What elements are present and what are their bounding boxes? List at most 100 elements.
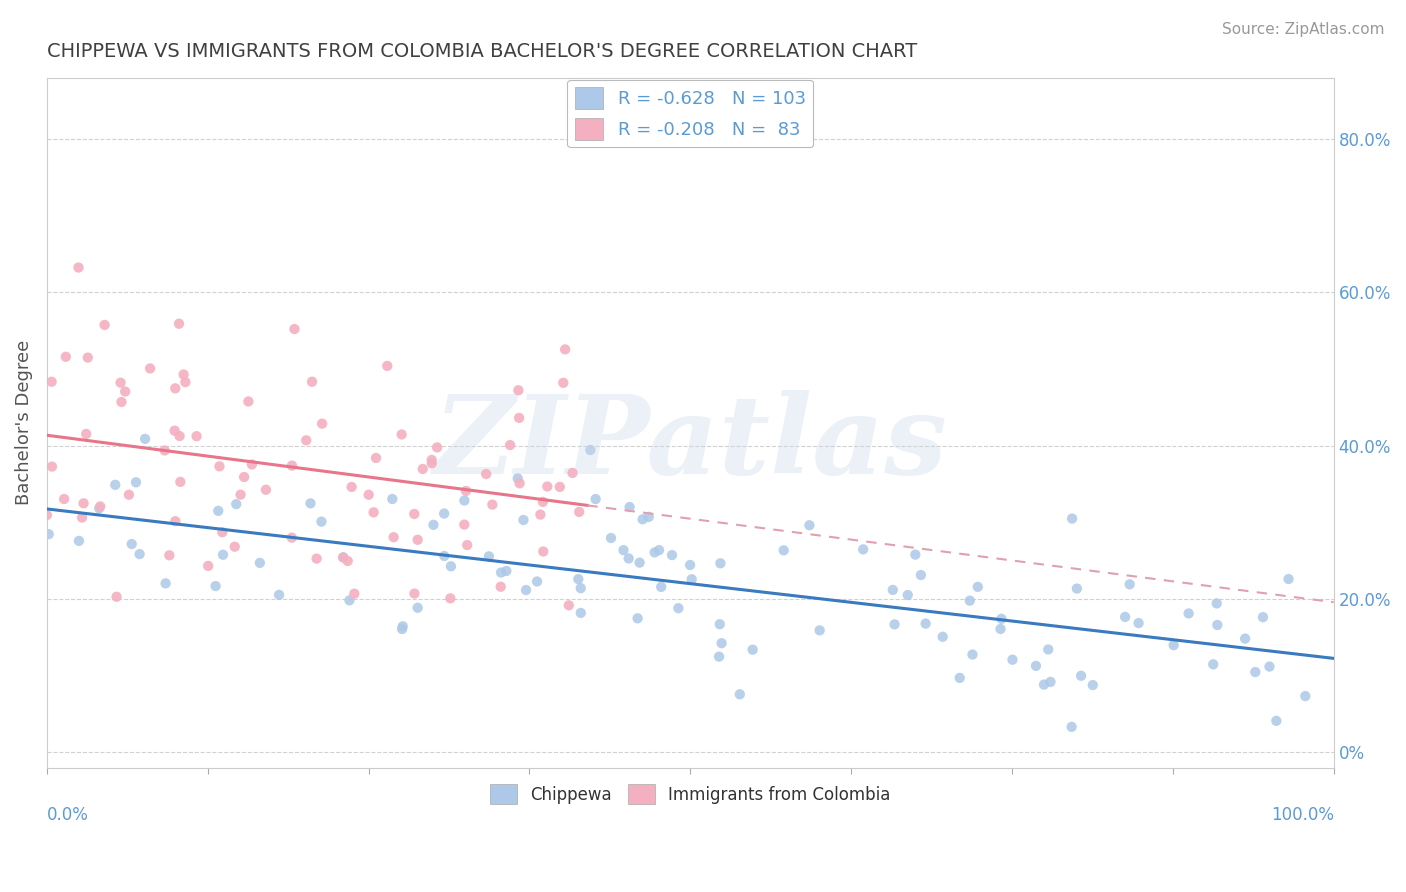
Point: [339, 593, 361, 607]
Point: [233, 470, 256, 484]
Point: [1118, 577, 1140, 591]
Point: [75, 426, 97, 441]
Point: [128, 547, 150, 561]
Point: [343, 587, 366, 601]
Point: [336, 554, 359, 568]
Point: [506, 471, 529, 485]
Point: [637, 509, 659, 524]
Point: [404, 507, 426, 521]
Point: [741, 642, 763, 657]
Point: [617, 551, 640, 566]
Point: [118, 488, 141, 502]
Point: [508, 384, 530, 398]
Point: [197, 558, 219, 573]
Point: [568, 505, 591, 519]
Point: [169, 429, 191, 443]
Point: [382, 530, 405, 544]
Point: [949, 671, 972, 685]
Point: [600, 531, 623, 545]
Point: [454, 483, 477, 498]
Point: [1244, 665, 1267, 679]
Point: [35, 508, 58, 522]
Point: [406, 533, 429, 547]
Point: [707, 649, 730, 664]
Point: [910, 568, 932, 582]
Point: [489, 580, 512, 594]
Point: [1177, 607, 1199, 621]
Point: [391, 427, 413, 442]
Legend: Chippewa, Immigrants from Colombia: Chippewa, Immigrants from Colombia: [484, 778, 897, 811]
Point: [375, 359, 398, 373]
Point: [914, 616, 936, 631]
Point: [1205, 596, 1227, 610]
Point: [41, 459, 63, 474]
Point: [548, 480, 571, 494]
Point: [661, 548, 683, 562]
Text: CHIPPEWA VS IMMIGRANTS FROM COLOMBIA BACHELOR'S DEGREE CORRELATION CHART: CHIPPEWA VS IMMIGRANTS FROM COLOMBIA BAC…: [46, 42, 917, 61]
Point: [567, 572, 589, 586]
Point: [311, 515, 333, 529]
Point: [481, 498, 503, 512]
Point: [186, 429, 208, 443]
Point: [412, 462, 434, 476]
Point: [536, 479, 558, 493]
Point: [512, 513, 534, 527]
Point: [121, 537, 143, 551]
Point: [585, 491, 607, 506]
Point: [332, 550, 354, 565]
Point: [157, 549, 180, 563]
Point: [990, 622, 1012, 636]
Point: [1060, 720, 1083, 734]
Point: [728, 687, 751, 701]
Point: [364, 450, 387, 465]
Point: [357, 488, 380, 502]
Point: [1070, 669, 1092, 683]
Point: [169, 475, 191, 489]
Point: [134, 432, 156, 446]
Point: [299, 496, 322, 510]
Point: [125, 475, 148, 490]
Point: [433, 507, 456, 521]
Point: [406, 600, 429, 615]
Point: [529, 508, 551, 522]
Point: [709, 556, 731, 570]
Point: [648, 543, 671, 558]
Point: [363, 505, 385, 519]
Point: [53, 491, 76, 506]
Text: ZIPatlas: ZIPatlas: [433, 390, 948, 497]
Point: [433, 549, 456, 563]
Point: [1062, 511, 1084, 525]
Point: [531, 544, 554, 558]
Point: [931, 630, 953, 644]
Point: [569, 581, 592, 595]
Point: [489, 566, 512, 580]
Point: [531, 495, 554, 509]
Point: [499, 438, 522, 452]
Point: [882, 582, 904, 597]
Point: [1033, 677, 1056, 691]
Point: [254, 483, 277, 497]
Point: [709, 617, 731, 632]
Point: [644, 545, 666, 559]
Point: [267, 588, 290, 602]
Point: [1066, 582, 1088, 596]
Point: [1206, 618, 1229, 632]
Text: Source: ZipAtlas.com: Source: ZipAtlas.com: [1222, 22, 1385, 37]
Point: [340, 480, 363, 494]
Point: [959, 593, 981, 607]
Point: [1234, 632, 1257, 646]
Point: [453, 493, 475, 508]
Point: [1277, 572, 1299, 586]
Point: [561, 466, 583, 480]
Point: [212, 548, 235, 562]
Point: [67, 533, 90, 548]
Point: [1081, 678, 1104, 692]
Point: [281, 458, 304, 473]
Point: [225, 497, 247, 511]
Point: [666, 601, 689, 615]
Point: [104, 478, 127, 492]
Y-axis label: Bachelor's Degree: Bachelor's Degree: [15, 340, 32, 505]
Point: [211, 525, 233, 540]
Point: [67, 260, 90, 275]
Point: [1039, 674, 1062, 689]
